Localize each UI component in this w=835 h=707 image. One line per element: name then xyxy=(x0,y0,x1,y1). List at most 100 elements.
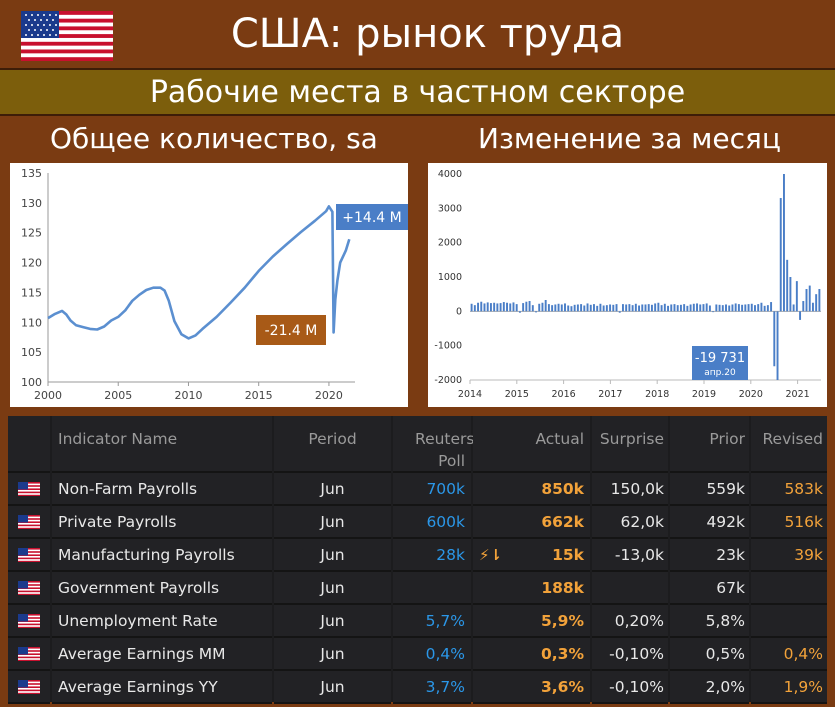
bar xyxy=(557,303,560,312)
bar xyxy=(605,305,608,312)
callout-loss: -21.4 M xyxy=(256,315,326,345)
table-row[interactable]: Average Earnings MM Jun 0,4% 0,3% -0,10% 0,5%… xyxy=(8,638,827,671)
bar xyxy=(712,311,715,313)
y-tick-label: 0 xyxy=(456,306,462,317)
bar xyxy=(663,303,666,312)
x-tick-label: 2020 xyxy=(739,389,763,400)
header-surprise[interactable]: Surprise xyxy=(592,416,668,473)
actual: 3,6% xyxy=(473,671,590,704)
page-subtitle: Рабочие места в частном секторе xyxy=(149,74,686,110)
bar xyxy=(480,301,483,312)
bar xyxy=(783,174,785,312)
y-tick-label: 105 xyxy=(21,346,42,359)
actual-value: 662k xyxy=(541,512,584,531)
bar xyxy=(660,305,663,312)
surprise: -13,0k xyxy=(592,539,668,572)
us-flag-icon xyxy=(8,572,50,605)
indicator-name: Non-Farm Payrolls xyxy=(52,473,272,506)
x-tick-label: 2005 xyxy=(104,389,132,402)
table-row[interactable]: Average Earnings YY Jun 3,7% 3,6% -0,10% 2,0%… xyxy=(8,671,827,704)
bar xyxy=(522,303,525,312)
page-title: США: рынок труда xyxy=(230,11,625,57)
period: Jun xyxy=(274,506,391,539)
revised: 1,9% xyxy=(751,671,827,704)
bar xyxy=(493,302,496,312)
bar xyxy=(483,303,486,312)
bar xyxy=(715,304,718,312)
header-prior[interactable]: Prior xyxy=(670,416,749,473)
period: Jun xyxy=(274,638,391,671)
indicators-table: Indicator Name Period Reuters Poll Actua… xyxy=(8,416,827,704)
bar xyxy=(554,304,557,312)
header-period[interactable]: Period xyxy=(274,416,391,473)
bar xyxy=(486,302,489,312)
bar xyxy=(818,289,821,312)
revised: 516k xyxy=(751,506,827,539)
bar xyxy=(499,303,502,312)
y-tick-label: 125 xyxy=(21,227,42,240)
series-line xyxy=(47,205,351,340)
bar xyxy=(815,294,818,312)
indicator-name: Private Payrolls xyxy=(52,506,272,539)
bar xyxy=(538,303,541,312)
bar xyxy=(667,305,670,312)
callout-gain: +14.4 M xyxy=(336,204,408,230)
table-row[interactable]: Manufacturing Payrolls Jun 28k ⚡⇂ 15k -13,0k 2… xyxy=(8,539,827,572)
indicator-name: Unemployment Rate xyxy=(52,605,272,638)
us-flag-icon xyxy=(8,539,50,572)
x-tick-label: 2010 xyxy=(174,389,202,402)
x-tick-label: 2017 xyxy=(598,389,622,400)
bar xyxy=(725,304,727,312)
bar xyxy=(631,305,634,312)
revised: 0,4% xyxy=(751,638,827,671)
reuters-poll: 600k xyxy=(393,506,471,539)
bar xyxy=(515,304,518,312)
prior: 2,0% xyxy=(670,671,749,704)
bar xyxy=(757,304,760,312)
x-tick-label: 2020 xyxy=(315,389,343,402)
period: Jun xyxy=(274,671,391,704)
bar xyxy=(776,311,779,380)
prior: 23k xyxy=(670,539,749,572)
table-row[interactable]: Private Payrolls Jun 600k 662k 62,0k 492k 516k xyxy=(8,506,827,539)
bar xyxy=(512,302,515,312)
actual: 850k xyxy=(473,473,590,506)
callout-min-date: апр.20 xyxy=(704,368,736,378)
header-revised[interactable]: Revised xyxy=(751,416,827,473)
surprise: -0,10% xyxy=(592,671,668,704)
bar xyxy=(676,305,679,312)
header-reuters-poll[interactable]: Reuters Poll xyxy=(393,416,475,473)
bar xyxy=(583,305,586,312)
bar xyxy=(673,304,676,312)
bar xyxy=(615,304,618,312)
period: Jun xyxy=(274,605,391,638)
indicator-name: Average Earnings YY xyxy=(52,671,272,704)
chart-area: 100 105 110 115 120 125 130 135 2000 2005 2010 2015… xyxy=(0,160,835,410)
prior: 559k xyxy=(670,473,749,506)
header-actual[interactable]: Actual xyxy=(473,416,590,473)
table-row[interactable]: Unemployment Rate Jun 5,7% 5,9% 0,20% 5,8% xyxy=(8,605,827,638)
bar xyxy=(744,304,747,312)
bar xyxy=(612,304,615,312)
header-indicator-name[interactable]: Indicator Name xyxy=(52,416,272,473)
y-tick-label: 110 xyxy=(21,316,42,329)
bar xyxy=(670,304,673,312)
bar xyxy=(573,304,576,312)
y-tick-label: 135 xyxy=(21,167,42,180)
bar xyxy=(792,304,795,312)
table-row[interactable]: Government Payrolls Jun 188k 67k xyxy=(8,572,827,605)
actual: 662k xyxy=(473,506,590,539)
bar xyxy=(596,305,599,312)
bar xyxy=(799,311,802,320)
bar xyxy=(795,281,798,312)
reuters-poll xyxy=(393,572,471,605)
table-row[interactable]: Non-Farm Payrolls Jun 700k 850k 150,0k 559k 58… xyxy=(8,473,827,506)
surprise-flag-icon: ⚡⇂ xyxy=(479,546,503,564)
bar xyxy=(634,303,637,312)
us-flag-icon xyxy=(21,11,113,61)
reuters-poll: 3,7% xyxy=(393,671,471,704)
bar xyxy=(625,304,628,312)
bar xyxy=(621,304,624,312)
bar xyxy=(763,305,766,312)
callout-min: -19 731 апр.20 xyxy=(692,346,748,380)
